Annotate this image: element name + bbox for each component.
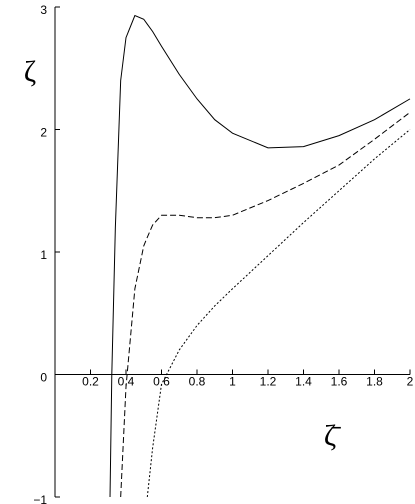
curve: [146, 129, 411, 498]
y-tick-label: 1: [40, 248, 47, 262]
x-axis-label: ζ̄: [324, 419, 341, 452]
y-tick-label: −1: [33, 493, 47, 504]
curve: [109, 14, 411, 498]
y-tick-label: 2: [40, 126, 47, 140]
y-axis-label: ζ: [24, 55, 36, 88]
y-tick-label: 0: [40, 371, 47, 385]
x-tick-label: 1.8: [366, 375, 383, 389]
x-tick-label: 1.2: [260, 375, 277, 389]
x-tick-label: 2: [407, 375, 414, 389]
x-tick-label: 0.2: [82, 375, 99, 389]
x-tick-label: 1: [229, 375, 236, 389]
x-tick-label: 0.8: [189, 375, 206, 389]
curve: [120, 111, 411, 498]
x-tick-label: 0.6: [153, 375, 170, 389]
x-tick-label: 1.4: [295, 375, 312, 389]
x-tick-label: 0.4: [118, 375, 135, 389]
x-tick-label: 1.6: [331, 375, 348, 389]
y-tick-label: 3: [40, 3, 47, 17]
